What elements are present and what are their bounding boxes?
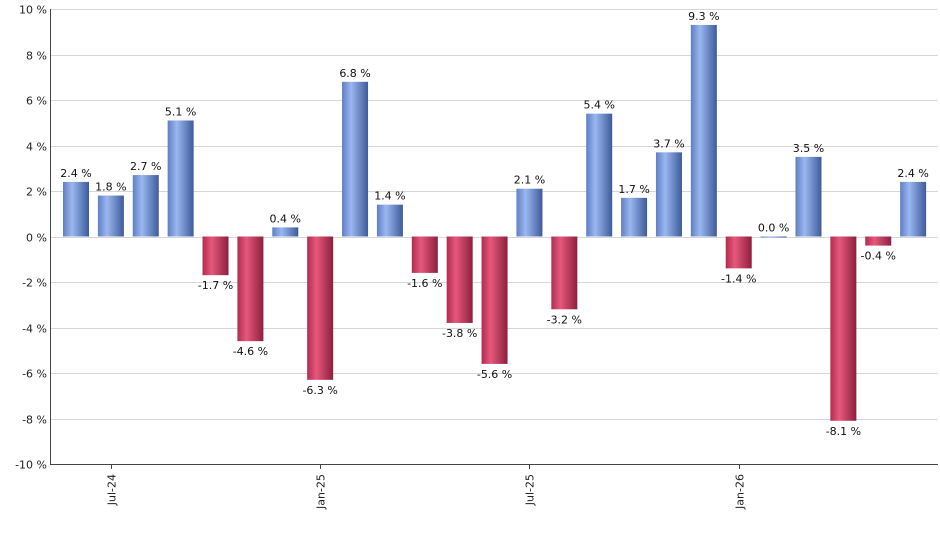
- x-tick-label: Jul-25: [524, 474, 537, 506]
- data-label: 1.7 %: [618, 183, 649, 196]
- y-tick-label: 6 %: [26, 95, 47, 108]
- bars: [63, 24, 927, 421]
- data-label: 1.8 %: [95, 181, 126, 194]
- bar: [167, 120, 194, 237]
- bar: [97, 195, 124, 237]
- data-label: 2.1 %: [514, 174, 545, 187]
- bar: [621, 197, 648, 237]
- data-label: 9.3 %: [688, 10, 719, 23]
- bar: [307, 236, 334, 380]
- bar: [63, 181, 89, 237]
- data-label: -1.7 %: [198, 279, 233, 292]
- bar: [481, 236, 508, 364]
- bar: [376, 204, 403, 237]
- data-label: -4.6 %: [233, 345, 268, 358]
- data-label: 5.4 %: [583, 99, 614, 112]
- bar: [272, 227, 299, 237]
- y-tick-label: -4 %: [22, 323, 47, 336]
- y-tick-label: -10 %: [15, 459, 47, 472]
- y-tick-label: 4 %: [26, 141, 47, 154]
- data-label: -5.6 %: [477, 368, 512, 381]
- y-tick-label: -8 %: [22, 414, 47, 427]
- bar: [586, 113, 613, 237]
- data-label: 2.4 %: [897, 167, 928, 180]
- data-label: 0.4 %: [270, 212, 301, 225]
- bar: [237, 236, 264, 342]
- data-label: 1.4 %: [374, 190, 405, 203]
- bar: [795, 156, 822, 237]
- y-tick-label: 2 %: [26, 186, 47, 199]
- data-label: -6.3 %: [302, 384, 337, 397]
- bar: [202, 236, 229, 276]
- bar: [516, 188, 543, 237]
- x-tick-label: Jul-24: [106, 474, 119, 506]
- data-label: 2.4 %: [60, 167, 91, 180]
- y-tick-label: 0 %: [26, 232, 47, 245]
- bar: [865, 236, 892, 246]
- y-tick-label: 8 %: [26, 50, 47, 63]
- x-tick-label: Jan-26: [734, 474, 747, 510]
- y-tick-label: 10 %: [19, 4, 47, 17]
- bar: [132, 175, 159, 237]
- bar: [655, 152, 682, 237]
- data-labels: 2.4 % 1.8 % 2.7 % 5.1 % -1.7 % -4.6 % 0.4 % -6.…: [60, 10, 929, 438]
- data-label: 5.1 %: [165, 105, 196, 118]
- data-label: 0.0 %: [758, 222, 789, 235]
- data-label: 6.8 %: [339, 67, 370, 80]
- bar: [900, 181, 927, 237]
- bar: [830, 236, 857, 421]
- data-label: -8.1 %: [826, 425, 861, 438]
- data-label: -3.2 %: [547, 313, 582, 326]
- bar: [760, 236, 787, 238]
- bar: [725, 236, 752, 269]
- bar: [446, 236, 473, 323]
- x-tick-label: Jan-25: [315, 474, 328, 510]
- data-label: -1.6 %: [407, 277, 442, 290]
- y-tick-label: -2 %: [22, 277, 47, 290]
- data-label: -0.4 %: [861, 250, 896, 263]
- data-label: 2.7 %: [130, 160, 161, 173]
- bar: [342, 81, 369, 237]
- data-label: -1.4 %: [721, 272, 756, 285]
- bar: [551, 236, 578, 310]
- y-tick-label: -6 %: [22, 368, 47, 381]
- bar: [690, 24, 717, 237]
- bar: [411, 236, 438, 273]
- axes: 10 % 8 % 6 % 4 % 2 % 0 % -2 % -4 % -6 % -8 % -10 %…: [15, 4, 938, 510]
- data-label: 3.5 %: [793, 142, 824, 155]
- data-label: -3.8 %: [442, 327, 477, 340]
- data-label: 3.7 %: [653, 137, 684, 150]
